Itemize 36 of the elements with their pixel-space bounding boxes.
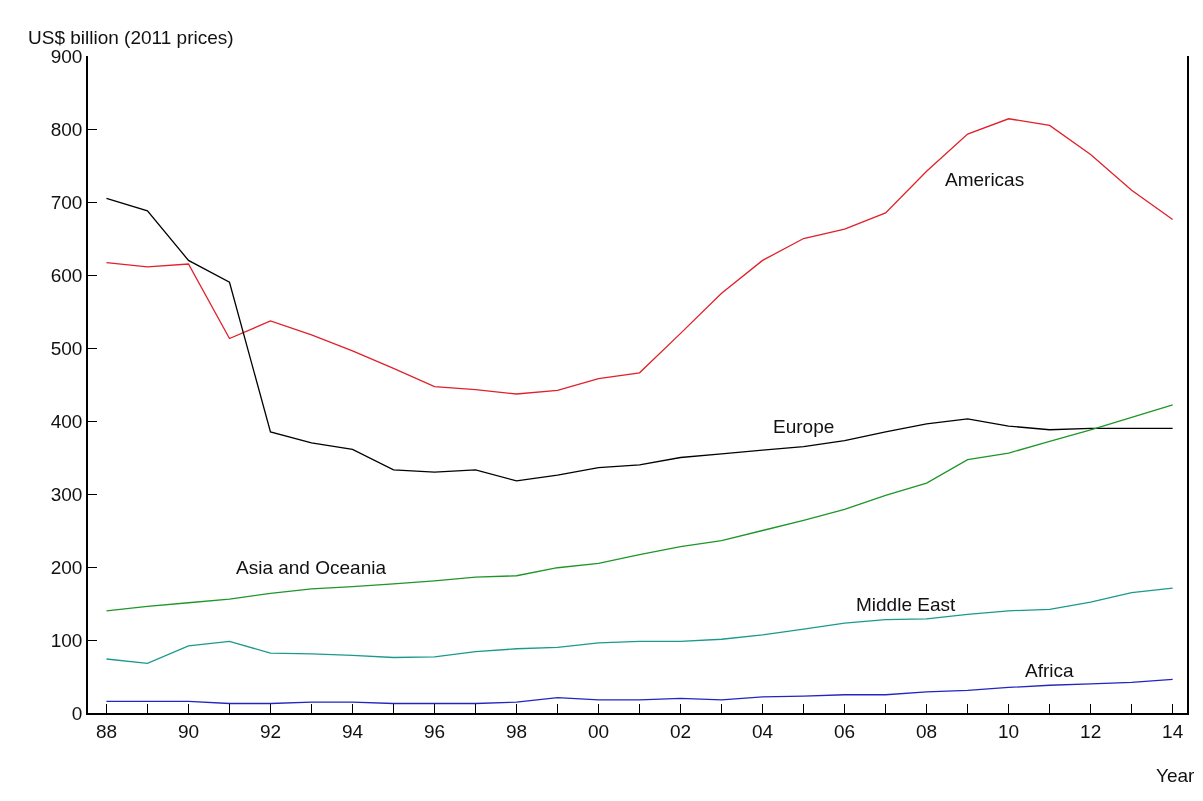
series-label: Africa: [1025, 660, 1074, 681]
line-series: [105, 678, 1174, 705]
x-tick-label: 92: [259, 720, 282, 742]
x-tick-label: 96: [423, 720, 446, 742]
y-tick-label: 400: [50, 410, 83, 432]
series-label: Europe: [773, 416, 835, 437]
x-tick-label: 06: [834, 720, 856, 742]
y-tick-label: 200: [50, 556, 83, 578]
series-label: Americas: [945, 169, 1025, 190]
x-tick-label: 00: [587, 720, 610, 742]
series-label: Asia and Oceania: [236, 557, 387, 578]
x-tick-label: 08: [916, 720, 938, 742]
x-tick-label: 10: [998, 720, 1020, 742]
y-tick-label: 0: [71, 702, 83, 724]
y-tick-label: 700: [50, 191, 83, 213]
x-tick-label: 98: [505, 720, 528, 742]
x-tick-label: 14: [1162, 720, 1184, 742]
x-tick-label: 12: [1080, 720, 1102, 742]
y-tick-label: 900: [50, 45, 83, 67]
line-series: [105, 118, 1174, 395]
line-series: [105, 404, 1174, 612]
x-axis-title: Year: [1156, 765, 1196, 786]
series-label: Middle East: [856, 594, 956, 615]
x-tick-label: 90: [177, 720, 200, 742]
line-series: [105, 587, 1174, 665]
y-tick-label: 600: [50, 264, 83, 286]
x-tick-label: 94: [341, 720, 364, 742]
y-tick-label: 300: [50, 483, 83, 505]
y-tick-label: 800: [50, 118, 83, 140]
y-tick-label: 500: [50, 337, 83, 359]
line-series: [105, 197, 1174, 482]
x-tick-label: 04: [752, 720, 774, 742]
y-axis-title: US$ billion (2011 prices): [28, 27, 234, 48]
x-tick-label: 02: [669, 720, 692, 742]
y-tick-label: 100: [50, 629, 83, 651]
x-tick-label: 88: [95, 720, 118, 742]
